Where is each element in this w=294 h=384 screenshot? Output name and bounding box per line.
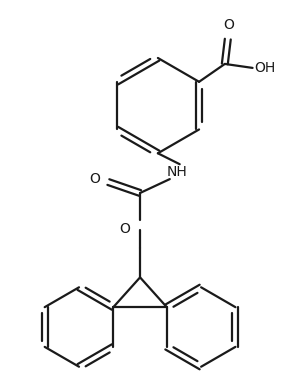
Text: O: O: [119, 222, 130, 236]
Text: NH: NH: [166, 165, 187, 179]
Text: OH: OH: [255, 61, 276, 75]
Text: O: O: [223, 18, 234, 32]
Text: O: O: [90, 172, 101, 186]
